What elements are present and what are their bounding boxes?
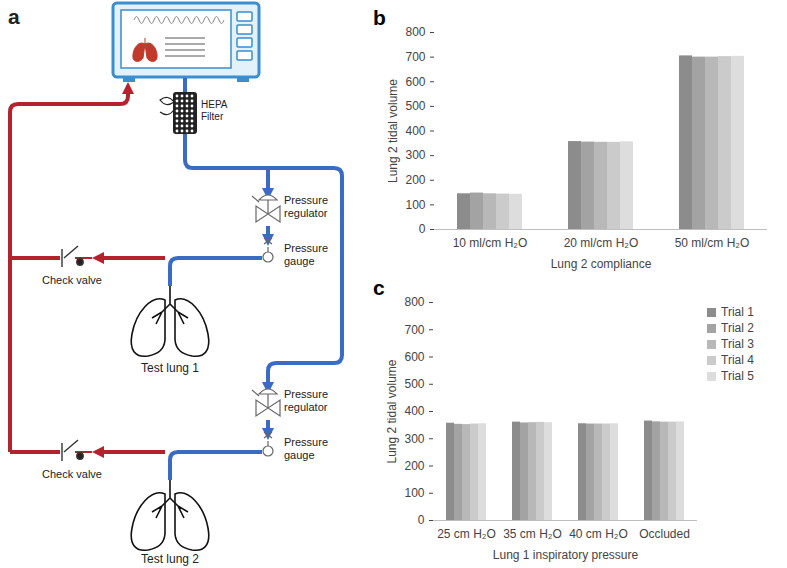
svg-text:700: 700 bbox=[405, 50, 425, 64]
svg-text:800: 800 bbox=[405, 25, 425, 39]
svg-text:500: 500 bbox=[404, 377, 424, 391]
svg-text:800: 800 bbox=[404, 295, 424, 309]
svg-text:400: 400 bbox=[404, 404, 424, 418]
svg-text:regulator: regulator bbox=[284, 207, 328, 219]
svg-text:25 cm H₂O: 25 cm H₂O bbox=[437, 527, 496, 541]
svg-text:Lung 2 tidal volume: Lung 2 tidal volume bbox=[386, 79, 400, 183]
html-text:Trial 1: Trial 1 bbox=[721, 305, 754, 319]
svg-text:600: 600 bbox=[405, 75, 425, 89]
svg-text:100: 100 bbox=[405, 198, 425, 212]
svg-text:200: 200 bbox=[405, 173, 425, 187]
svg-text:Lung 2 tidal volume: Lung 2 tidal volume bbox=[385, 359, 399, 463]
html-text:c: c bbox=[373, 276, 385, 299]
svg-text:Pressure: Pressure bbox=[284, 194, 328, 206]
html-text:Trial 5: Trial 5 bbox=[721, 369, 754, 383]
svg-text:50 ml/cm H₂O: 50 ml/cm H₂O bbox=[675, 236, 750, 250]
svg-text:10 ml/cm H₂O: 10 ml/cm H₂O bbox=[453, 236, 528, 250]
svg-text:600: 600 bbox=[404, 350, 424, 364]
svg-text:Lung 2 compliance: Lung 2 compliance bbox=[551, 257, 652, 271]
svg-text:Test lung 1: Test lung 1 bbox=[141, 361, 199, 375]
svg-text:gauge: gauge bbox=[284, 255, 315, 267]
svg-text:HEPA: HEPA bbox=[201, 99, 228, 110]
svg-text:200: 200 bbox=[404, 459, 424, 473]
svg-text:20 ml/cm H₂O: 20 ml/cm H₂O bbox=[564, 236, 639, 250]
html-text:Trial 4: Trial 4 bbox=[721, 353, 754, 367]
html-text:Trial 2: Trial 2 bbox=[721, 321, 754, 335]
svg-text:700: 700 bbox=[404, 323, 424, 337]
svg-text:Lung 1 inspiratory pressure: Lung 1 inspiratory pressure bbox=[493, 548, 639, 562]
svg-text:35 cm H₂O: 35 cm H₂O bbox=[503, 527, 562, 541]
svg-text:0: 0 bbox=[418, 513, 425, 527]
svg-text:gauge: gauge bbox=[284, 449, 315, 461]
svg-text:300: 300 bbox=[404, 432, 424, 446]
svg-text:500: 500 bbox=[405, 99, 425, 113]
svg-text:Filter: Filter bbox=[201, 111, 224, 122]
svg-text:Occluded: Occluded bbox=[639, 527, 690, 541]
svg-text:100: 100 bbox=[404, 486, 424, 500]
svg-text:regulator: regulator bbox=[284, 401, 328, 413]
html-text:Trial 3: Trial 3 bbox=[721, 337, 754, 351]
svg-text:Check valve: Check valve bbox=[42, 274, 102, 286]
svg-text:400: 400 bbox=[405, 124, 425, 138]
svg-text:Test lung 2: Test lung 2 bbox=[141, 552, 199, 566]
svg-text:0: 0 bbox=[419, 222, 426, 236]
svg-text:a: a bbox=[8, 5, 20, 28]
svg-text:300: 300 bbox=[405, 148, 425, 162]
svg-text:40 cm H₂O: 40 cm H₂O bbox=[569, 527, 628, 541]
svg-text:Pressure: Pressure bbox=[284, 242, 328, 254]
svg-text:Check valve: Check valve bbox=[42, 468, 102, 480]
svg-text:Pressure: Pressure bbox=[284, 436, 328, 448]
html-text:b: b bbox=[373, 6, 386, 29]
svg-text:Pressure: Pressure bbox=[284, 388, 328, 400]
